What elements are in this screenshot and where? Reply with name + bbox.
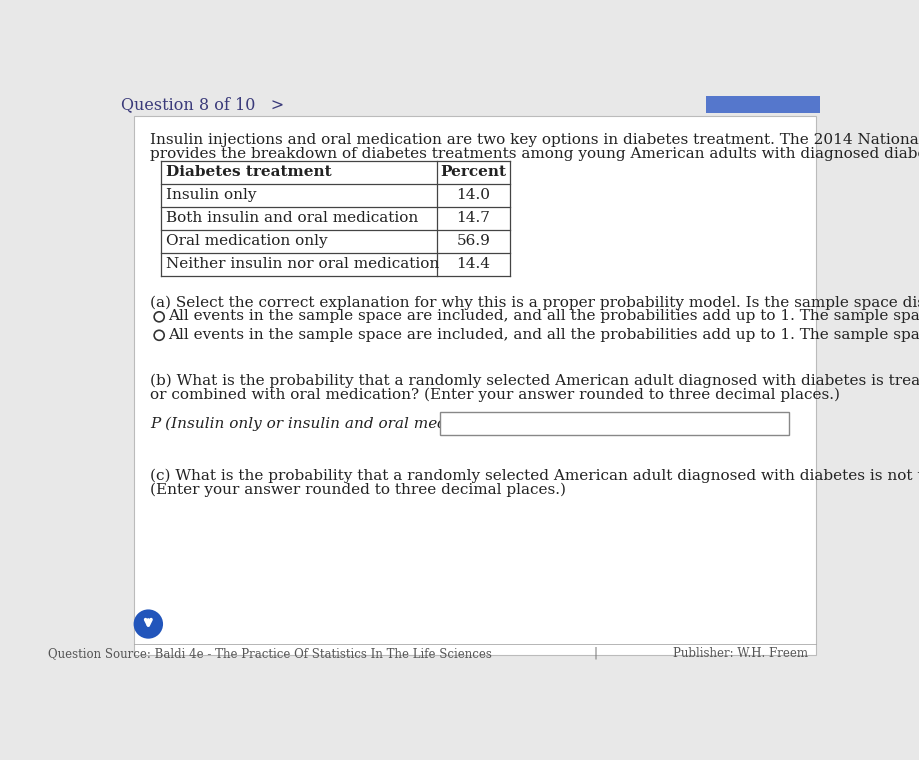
- Text: (Enter your answer rounded to three decimal places.): (Enter your answer rounded to three deci…: [150, 483, 565, 497]
- Text: Oral medication only: Oral medication only: [166, 234, 327, 249]
- FancyBboxPatch shape: [705, 96, 820, 112]
- Text: or combined with oral medication? (Enter your answer rounded to three decimal pl: or combined with oral medication? (Enter…: [150, 388, 839, 402]
- Text: (a) Select the correct explanation for why this is a proper probability model. I: (a) Select the correct explanation for w…: [150, 295, 919, 309]
- FancyBboxPatch shape: [115, 91, 827, 116]
- Text: 14.0: 14.0: [456, 188, 490, 202]
- Text: Question 8 of 10   >: Question 8 of 10 >: [121, 97, 284, 113]
- Text: Neither insulin nor oral medication: Neither insulin nor oral medication: [166, 258, 439, 271]
- Text: provides the breakdown of diabetes treatments among young American adults with d: provides the breakdown of diabetes treat…: [150, 147, 919, 160]
- Text: 56.9: 56.9: [456, 234, 490, 249]
- Text: 14.7: 14.7: [456, 211, 490, 225]
- Text: (b) What is the probability that a randomly selected American adult diagnosed wi: (b) What is the probability that a rando…: [150, 374, 919, 388]
- Text: All events in the sample space are included, and all the probabilities add up to: All events in the sample space are inclu…: [168, 328, 919, 341]
- Text: All events in the sample space are included, and all the probabilities add up to: All events in the sample space are inclu…: [168, 309, 919, 323]
- Text: (c) What is the probability that a randomly selected American adult diagnosed wi: (c) What is the probability that a rando…: [150, 468, 919, 483]
- Circle shape: [133, 610, 163, 638]
- Text: |: |: [593, 647, 596, 660]
- FancyBboxPatch shape: [134, 116, 815, 655]
- FancyBboxPatch shape: [440, 412, 789, 435]
- Text: P (Insulin only or insulin and oral medication) =: P (Insulin only or insulin and oral medi…: [150, 416, 522, 431]
- Text: Diabetes treatment: Diabetes treatment: [166, 165, 332, 179]
- Text: 14.4: 14.4: [456, 258, 490, 271]
- Text: Percent: Percent: [440, 165, 505, 179]
- Text: Insulin injections and oral medication are two key options in diabetes treatment: Insulin injections and oral medication a…: [150, 133, 919, 147]
- Text: Both insulin and oral medication: Both insulin and oral medication: [166, 211, 418, 225]
- Text: Insulin only: Insulin only: [166, 188, 256, 202]
- Text: Question Source: Baldi 4e - The Practice Of Statistics In The Life Sciences: Question Source: Baldi 4e - The Practice…: [48, 647, 492, 660]
- Text: Publisher: W.H. Freem: Publisher: W.H. Freem: [673, 647, 807, 660]
